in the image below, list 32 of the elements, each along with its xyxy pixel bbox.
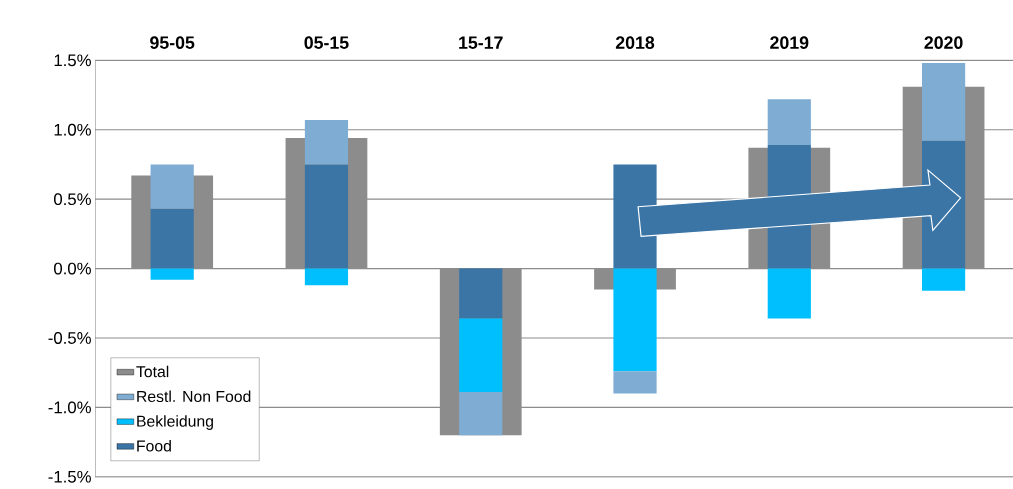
bar — [767, 268, 811, 319]
x-tick-label: 05-15 — [304, 36, 349, 50]
bar — [304, 120, 349, 165]
legend-label: Bekleidung — [137, 415, 213, 431]
bar — [150, 164, 194, 210]
y-tick-label: 1.5% — [54, 54, 91, 67]
bar — [767, 99, 811, 146]
x-tick-label: 95-05 — [150, 36, 195, 50]
y-tick-label: -1.5% — [48, 471, 91, 483]
x-tick-label: 2020 — [924, 36, 963, 50]
y-tick-label: -0.5% — [48, 332, 91, 345]
legend-label: Restl. Non Food — [137, 390, 251, 403]
x-tick-label: 2018 — [615, 36, 655, 50]
bar — [921, 268, 966, 291]
bar — [921, 63, 966, 142]
bar — [613, 371, 657, 394]
bar — [459, 392, 503, 436]
bar — [304, 268, 349, 286]
bar — [459, 268, 503, 319]
legend-label: Food — [137, 440, 171, 452]
bar — [459, 318, 503, 393]
y-tick-label: -1.0% — [48, 401, 91, 414]
legend-label: Total — [136, 365, 169, 378]
y-tick-label: 0.0% — [54, 262, 91, 275]
x-tick-label: 15-17 — [459, 36, 503, 50]
y-tick-label: 1.0% — [54, 123, 91, 136]
y-tick-label: 0.5% — [54, 193, 91, 206]
x-tick-label: 2019 — [770, 36, 809, 50]
bar — [304, 164, 349, 269]
bar — [150, 268, 194, 280]
bar — [613, 268, 657, 372]
bar — [150, 209, 194, 269]
